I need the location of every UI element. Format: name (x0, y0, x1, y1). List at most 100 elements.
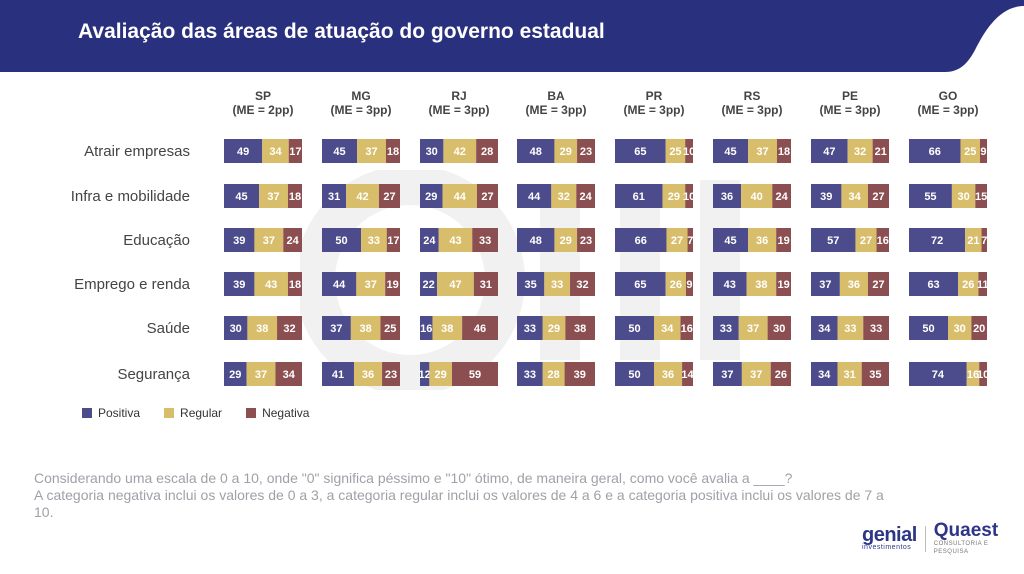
bar-segment-negativa (776, 272, 791, 296)
data-label-regular: 37 (255, 369, 267, 381)
bar-segment-regular (965, 228, 982, 252)
data-label-regular: 32 (854, 146, 866, 158)
bar-segment-positiva (420, 362, 430, 386)
bar-segment-positiva (322, 228, 361, 252)
bar-segment-negativa (462, 316, 498, 340)
data-label-regular: 37 (365, 146, 377, 158)
bar-segment-positiva (713, 184, 742, 208)
data-label-regular: 38 (360, 323, 372, 335)
bar-segment-positiva (322, 316, 351, 340)
bar-segment-positiva (909, 272, 959, 296)
data-label-regular: 33 (844, 323, 856, 335)
data-label-regular: 29 (560, 146, 572, 158)
data-label-negativa: 19 (777, 279, 789, 291)
legend-swatch-positiva (82, 408, 92, 418)
data-label-regular: 29 (548, 323, 560, 335)
data-label-regular: 25 (669, 146, 681, 158)
state-margin-of-error: (ME = 3pp) (428, 103, 490, 117)
data-label-negativa: 9 (686, 279, 692, 291)
bar-segment-regular (259, 184, 288, 208)
state-header-rs: RS (ME = 3pp) (702, 89, 802, 117)
data-label-negativa: 24 (287, 235, 300, 247)
bar-segment-negativa (776, 228, 791, 252)
bar-segment-negativa (472, 228, 498, 252)
state-margin-of-error: (ME = 3pp) (623, 103, 685, 117)
data-label-positiva: 37 (330, 323, 342, 335)
bar-segment-negativa (971, 316, 987, 340)
bar-segment-positiva (713, 362, 742, 386)
state-name: SP (254, 89, 271, 103)
data-label-regular: 29 (560, 235, 572, 247)
bar-segment-positiva (909, 228, 966, 252)
data-label-negativa: 16 (877, 235, 889, 247)
quaest-logo: Quaest CONSULTORIA E PESQUISA (933, 521, 1024, 556)
data-label-regular: 25 (964, 146, 976, 158)
legend-item-regular: Regular (164, 406, 222, 420)
data-label-positiva: 63 (927, 279, 939, 291)
data-label-positiva: 22 (422, 279, 434, 291)
bar-segment-regular (432, 316, 463, 340)
data-label-positiva: 44 (528, 191, 541, 203)
bar-segment-regular (748, 139, 777, 163)
state-header-rj: RJ (ME = 3pp) (409, 89, 509, 117)
bar-segment-negativa (872, 139, 889, 163)
bar-segment-regular (346, 184, 379, 208)
data-label-regular: 36 (362, 369, 374, 381)
state-header-go: GO (ME = 3pp) (898, 89, 998, 117)
legend-label-positiva: Positiva (98, 406, 141, 420)
data-label-negativa: 15 (975, 191, 987, 203)
data-label-positiva: 65 (634, 146, 646, 158)
data-label-regular: 29 (435, 369, 447, 381)
bar-segment-negativa (378, 184, 400, 208)
bar-segment-negativa (385, 272, 400, 296)
genial-logo-text: genial (862, 524, 917, 546)
data-label-negativa: 46 (474, 323, 486, 335)
data-label-positiva: 66 (929, 146, 941, 158)
bar-segment-positiva (713, 139, 749, 163)
quaest-logo-subtext: CONSULTORIA E PESQUISA (933, 541, 989, 555)
data-label-negativa: 26 (775, 369, 787, 381)
data-label-positiva: 36 (721, 191, 733, 203)
data-label-negativa: 17 (289, 146, 301, 158)
bar-segment-regular (654, 362, 683, 386)
bar-segment-positiva (517, 362, 543, 386)
data-label-regular: 37 (750, 369, 762, 381)
bar-segment-regular (254, 272, 288, 296)
data-label-regular: 43 (449, 235, 461, 247)
bar-segment-negativa (385, 139, 400, 163)
bar-segment-regular (437, 272, 474, 296)
bar-segment-regular (254, 228, 284, 252)
bar-segment-positiva (322, 139, 358, 163)
data-label-positiva: 41 (332, 369, 344, 381)
bar-segment-regular (666, 228, 688, 252)
bar-segment-negativa (476, 139, 498, 163)
bar-segment-positiva (322, 362, 354, 386)
bar-segment-negativa (565, 316, 595, 340)
data-label-positiva: 12 (419, 369, 431, 381)
data-label-negativa: 25 (384, 323, 396, 335)
data-label-negativa: 10 (683, 146, 695, 158)
data-label-regular: 26 (962, 279, 974, 291)
data-label-negativa: 27 (872, 279, 884, 291)
bar-segment-positiva (224, 316, 248, 340)
bar-segment-negativa (770, 362, 791, 386)
data-label-positiva: 65 (634, 279, 646, 291)
bar-segment-regular (662, 184, 686, 208)
bar-segment-positiva (517, 272, 545, 296)
bar-segment-negativa (861, 362, 889, 386)
bar-segment-positiva (615, 272, 666, 296)
data-label-regular: 44 (454, 191, 467, 203)
data-label-positiva: 30 (230, 323, 242, 335)
data-label-regular: 32 (558, 191, 570, 203)
bar-segment-positiva (322, 272, 357, 296)
bar-segment-regular (357, 139, 386, 163)
data-label-positiva: 29 (425, 191, 437, 203)
data-label-regular: 30 (954, 323, 966, 335)
bar-segment-positiva (811, 228, 856, 252)
bar-segment-positiva (615, 228, 667, 252)
bar-segment-negativa (863, 316, 889, 340)
row-label: Educação (123, 232, 190, 249)
data-label-regular: 38 (441, 323, 453, 335)
bar-segment-positiva (517, 228, 555, 252)
bar-segment-regular (841, 184, 868, 208)
